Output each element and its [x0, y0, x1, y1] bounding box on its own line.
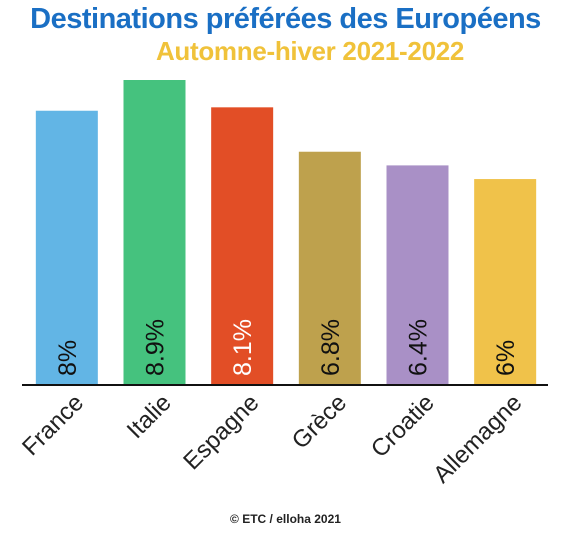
- bar-italie: [123, 80, 186, 384]
- value-label: 8.9%: [142, 319, 170, 376]
- category-label: Italie: [122, 389, 177, 444]
- category-label: Espagne: [178, 389, 264, 475]
- value-label: 6%: [492, 340, 520, 376]
- category-label: Allemagne: [428, 389, 527, 488]
- category-label: Grèce: [287, 389, 352, 454]
- bar-grèce: [298, 151, 361, 384]
- bar-france: [35, 110, 98, 384]
- category-label: Croatie: [366, 389, 440, 463]
- value-label: 8%: [54, 340, 82, 376]
- value-label: 6.4%: [405, 319, 433, 376]
- bar-croatie: [386, 165, 449, 384]
- chart-subtitle: Automne-hiver 2021-2022: [155, 36, 465, 66]
- credit-text: © ETC / elloha 2021: [230, 512, 341, 526]
- chart-title: Destinations préférées des Européens: [30, 3, 541, 35]
- value-label: 6.8%: [317, 319, 345, 376]
- value-label: 8.1%: [229, 319, 257, 376]
- bar-allemagne: [474, 179, 537, 384]
- bar-espagne: [211, 107, 274, 385]
- category-label: France: [17, 389, 89, 461]
